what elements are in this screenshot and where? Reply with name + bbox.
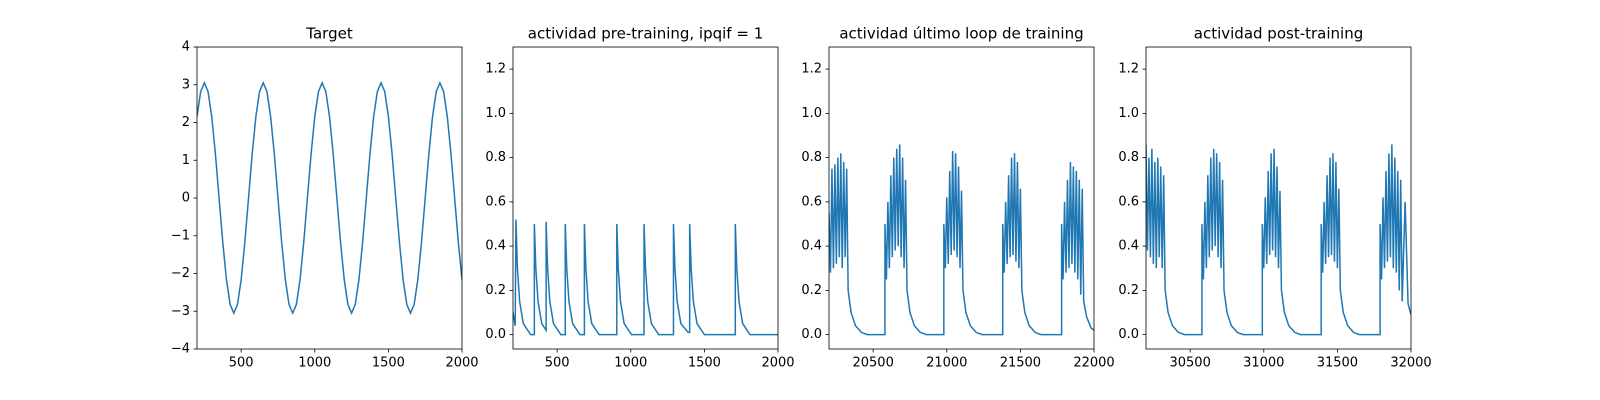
- subplot-title: actividad último loop de training: [839, 25, 1083, 43]
- y-tick-label: 0: [182, 191, 190, 206]
- y-tick-label: 1.0: [485, 106, 506, 121]
- data-line: [1146, 144, 1411, 336]
- y-tick-label: 1: [182, 153, 190, 168]
- y-tick-label: 3: [182, 77, 190, 92]
- y-tick-label: 1.0: [1118, 106, 1139, 121]
- x-tick-label: 20500: [852, 356, 893, 371]
- axes-frame: [828, 46, 1095, 350]
- plot-area: [829, 144, 1094, 336]
- x-tick-label: 1500: [372, 356, 405, 371]
- y-tick-label: 0.2: [801, 283, 822, 298]
- y-tick-label: 0.6: [1118, 194, 1139, 209]
- x-tick-label: 31000: [1243, 356, 1284, 371]
- y-tick-label: 0.8: [801, 150, 822, 165]
- y-tick-label: 0.4: [1118, 239, 1139, 254]
- y-tick-label: 0.0: [1118, 327, 1139, 342]
- plot-area: [197, 80, 462, 316]
- x-tick-label: 31500: [1317, 356, 1358, 371]
- data-line: [513, 219, 778, 336]
- y-tick-label: 0.0: [801, 327, 822, 342]
- y-tick-label: 0.0: [485, 327, 506, 342]
- subplot-title: actividad post-training: [1194, 25, 1363, 43]
- x-tick-label: 1500: [688, 356, 721, 371]
- data-line: [829, 144, 1094, 336]
- x-tick-label: 21000: [926, 356, 967, 371]
- y-tick-label: 0.2: [485, 283, 506, 298]
- x-tick-label: 500: [229, 356, 254, 371]
- y-tick-label: 4: [182, 40, 190, 55]
- x-tick-label: 1000: [298, 356, 331, 371]
- x-tick-label: 22000: [1073, 356, 1114, 371]
- y-tick-label: −4: [171, 342, 190, 357]
- y-tick-label: −2: [171, 266, 190, 281]
- x-tick-label: 32000: [1390, 356, 1431, 371]
- x-tick-label: 2000: [761, 356, 794, 371]
- subplot-title: actividad pre-training, ipqif = 1: [528, 25, 764, 43]
- y-tick-label: 0.4: [485, 239, 506, 254]
- axes-frame: [1145, 46, 1412, 350]
- subplot-title: Target: [305, 25, 353, 43]
- y-tick-label: 1.2: [801, 62, 822, 77]
- x-tick-label: 500: [545, 356, 570, 371]
- axes-frame: [512, 46, 779, 350]
- x-tick-label: 21500: [1000, 356, 1041, 371]
- data-line: [197, 80, 462, 316]
- y-tick-label: 0.2: [1118, 283, 1139, 298]
- y-tick-label: 2: [182, 115, 190, 130]
- y-tick-label: 0.4: [801, 239, 822, 254]
- y-tick-label: 0.6: [801, 194, 822, 209]
- x-tick-label: 30500: [1169, 356, 1210, 371]
- y-tick-label: 1.2: [1118, 62, 1139, 77]
- y-tick-label: −3: [171, 304, 190, 319]
- plot-area: [513, 219, 778, 336]
- plot-area: [1146, 144, 1411, 336]
- x-tick-label: 2000: [445, 356, 478, 371]
- y-tick-label: 0.8: [1118, 150, 1139, 165]
- y-tick-label: 0.8: [485, 150, 506, 165]
- y-tick-label: 1.2: [485, 62, 506, 77]
- axes-frame: [196, 46, 463, 350]
- y-tick-label: 0.6: [485, 194, 506, 209]
- y-tick-label: 1.0: [801, 106, 822, 121]
- x-tick-label: 1000: [614, 356, 647, 371]
- y-tick-label: −1: [171, 228, 190, 243]
